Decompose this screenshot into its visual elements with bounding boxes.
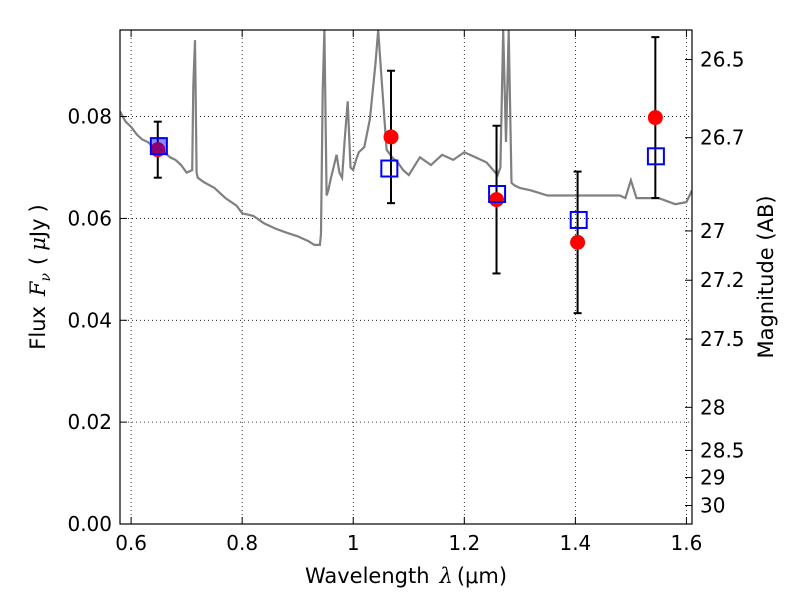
x-tick-label: 1.6 (671, 531, 703, 555)
x-tick-label: 1.2 (448, 531, 480, 555)
error-bars (153, 36, 660, 315)
observed-point (647, 110, 663, 126)
y-tick-label: 0.08 (67, 105, 112, 129)
y-axis-label: FluxFν(μJy) (26, 204, 54, 349)
plot-frame (119, 29, 693, 525)
model-spectrum-line (120, 30, 692, 246)
y2-tick-label: 28 (700, 395, 725, 419)
y-tick-label: 0.02 (67, 410, 112, 434)
y2-tick-label: 26.7 (700, 126, 745, 150)
model-point (569, 210, 588, 229)
y2-tick-label: 30 (700, 494, 725, 518)
y2-tick-label: 28.5 (700, 438, 745, 462)
y2-tick-label: 27.5 (700, 327, 745, 351)
y-tick-label: 0.00 (67, 512, 112, 536)
y-tick-label: 0.04 (67, 308, 112, 332)
y2-tick-label: 26.5 (700, 48, 745, 72)
axis-ticks: 0.6 0.8 1 1.2 1.4 1.6 0.00 0.02 0.04 0.06 0.08 26.5… (67, 30, 745, 555)
x-tick-label: 1 (347, 531, 360, 555)
observed-point (489, 192, 505, 208)
model-point (149, 137, 168, 156)
x-tick-label: 0.8 (226, 531, 258, 555)
x-tick-label: 0.6 (115, 531, 147, 555)
x-tick-label: 1.4 (559, 531, 591, 555)
model-point (646, 147, 665, 166)
grid-lines (120, 30, 692, 525)
y-tick-label: 0.06 (67, 206, 112, 230)
x-axis-label: Wavelength λ (μm) (305, 564, 507, 588)
observed-point (570, 234, 586, 250)
model-points (149, 137, 665, 229)
y2-tick-label: 27.2 (700, 268, 745, 292)
model-point (380, 159, 399, 178)
observed-point (383, 129, 399, 145)
y2-axis-label: Magnitude (AB) (754, 195, 778, 358)
model-point (488, 184, 507, 203)
y2-tick-label: 29 (700, 466, 725, 490)
y2-tick-label: 27 (700, 219, 725, 243)
